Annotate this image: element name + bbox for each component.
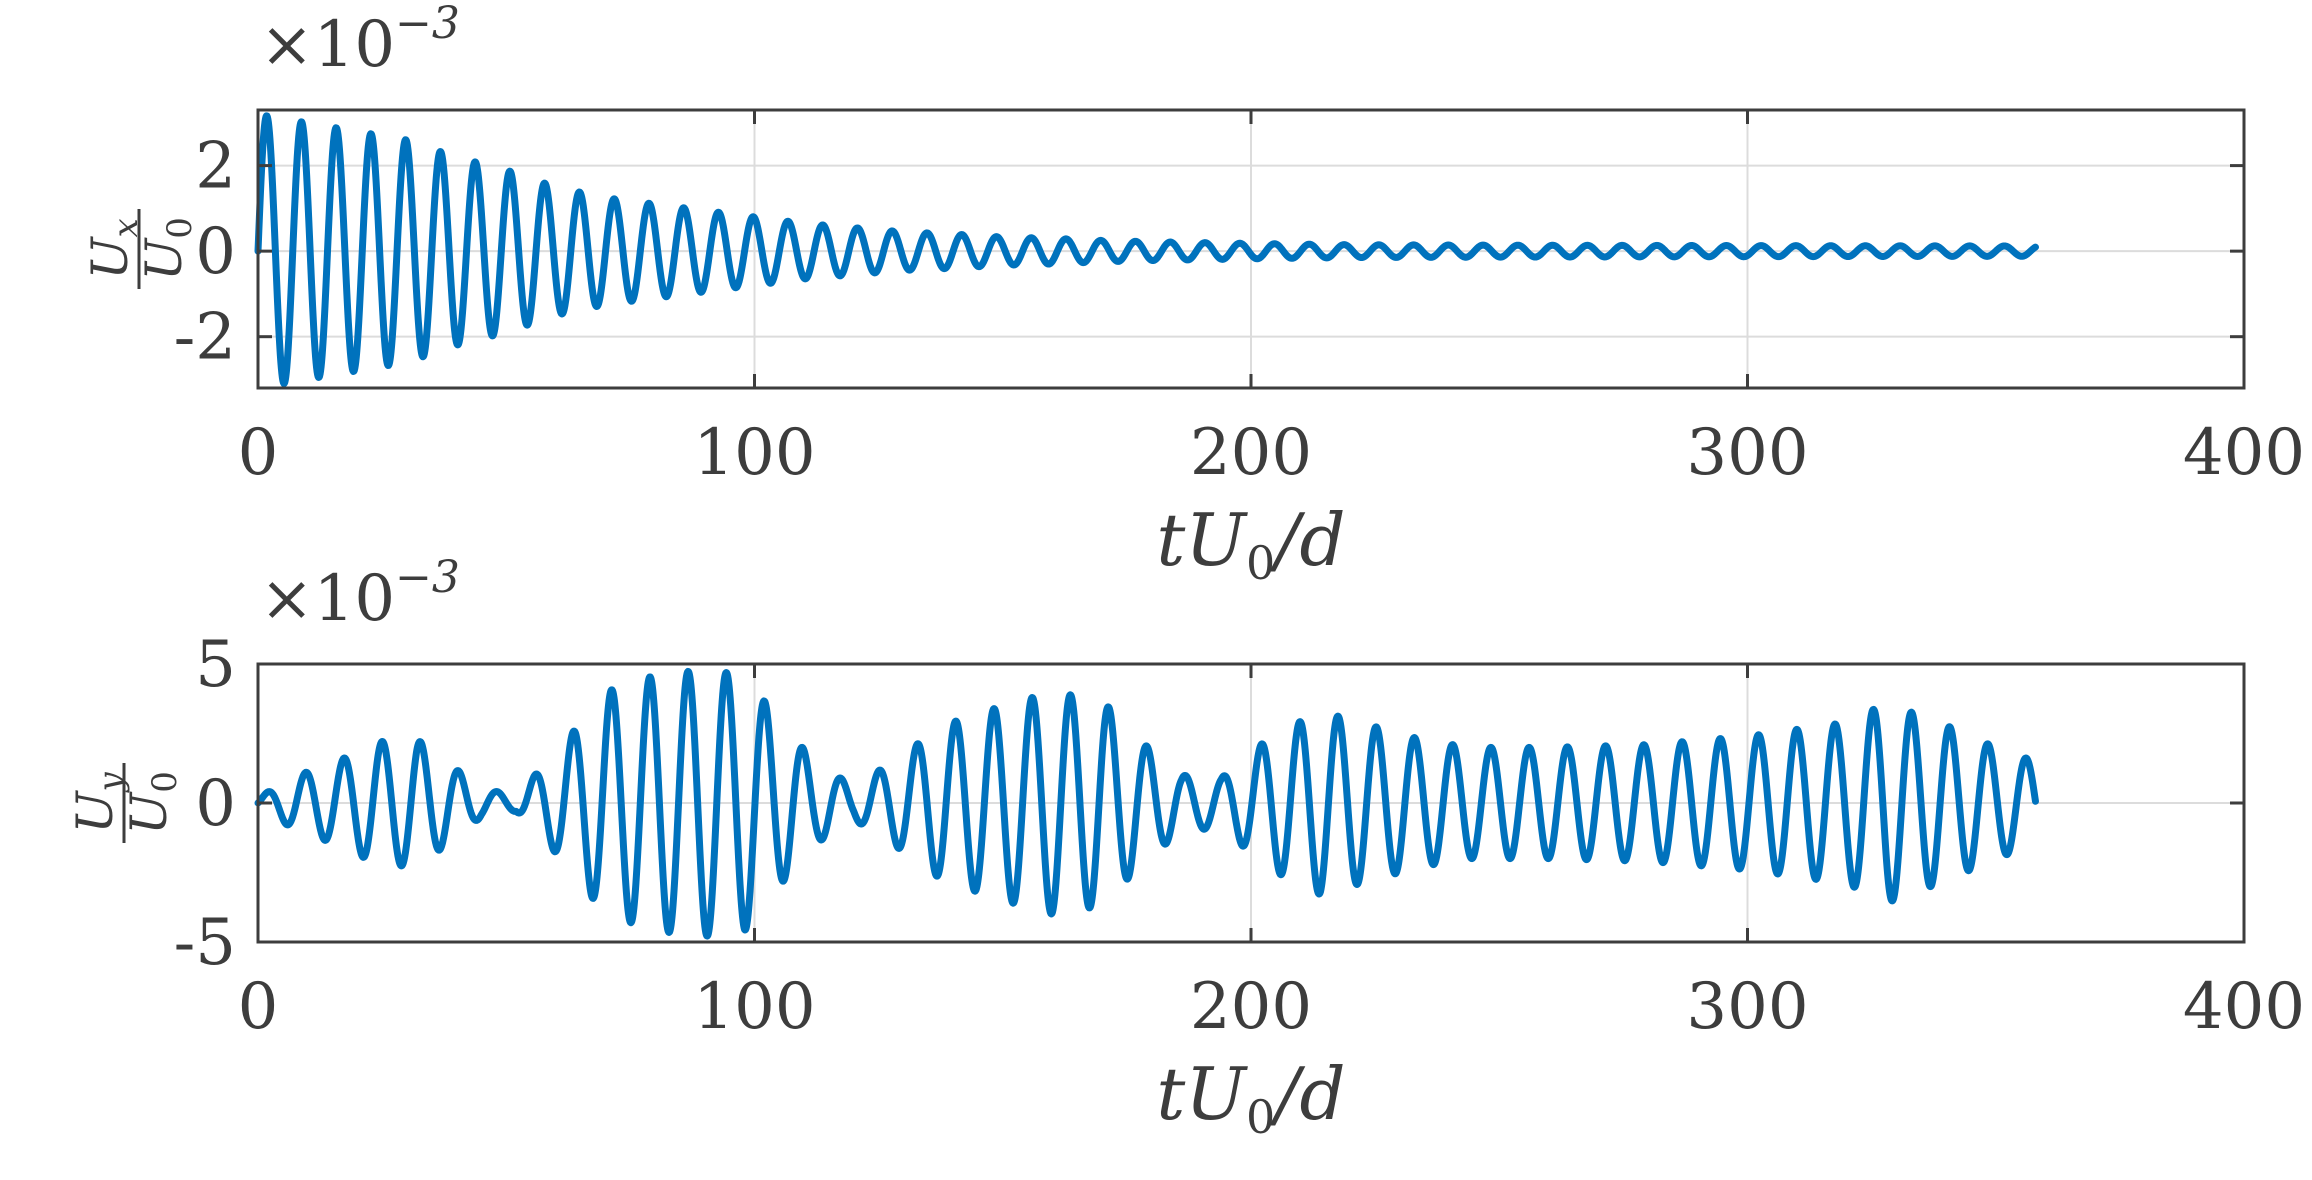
svg-text:U0: U0	[135, 217, 200, 281]
ux-y-ticks: -2 0 2	[174, 130, 2244, 375]
uy-series-line	[254, 667, 2039, 940]
ux-x-axis-label: tU0/d	[1156, 498, 1345, 590]
ux-x-tick-label: 200	[1190, 416, 1312, 490]
uy-x-ticks: 0 100 200 300 400	[238, 664, 2305, 1044]
ux-x-tick-label: 300	[1686, 416, 1808, 490]
uy-x-tick-label: 300	[1686, 970, 1808, 1044]
uy-panel: 0 100 200 300 400 -505 ×10−3 tU0/d Uy U0	[66, 552, 2305, 1144]
ux-panel: 0 100 200 300 400 -202 ×10−3 tU0/d Ux U0	[81, 0, 2305, 590]
ux-x-tick-label: 100	[693, 416, 815, 490]
ux-exponent-label: ×10−3	[260, 0, 460, 82]
ux-y-tick-label: -2	[174, 301, 236, 375]
uy-y-tick-label: 0	[195, 767, 236, 841]
uy-x-tick-label: 0	[238, 970, 279, 1044]
ux-y-tick-label: 2	[195, 130, 236, 204]
svg-text:Uy: Uy	[66, 772, 131, 834]
uy-x-tick-label: 100	[693, 970, 815, 1044]
uy-y-axis-label: Uy U0	[66, 763, 185, 843]
ux-x-tick-label: 400	[2183, 416, 2305, 490]
uy-exponent-label: ×10−3	[260, 552, 460, 636]
uy-y-ticks: -5 0 5	[174, 628, 2244, 980]
ux-x-ticks: 0 100 200 300 400	[238, 110, 2305, 490]
uy-x-tick-label: 400	[2183, 970, 2305, 1044]
svg-text:Ux: Ux	[81, 218, 146, 279]
uy-y-tick-label: 5	[195, 628, 236, 702]
ux-y-axis-label: Ux U0	[81, 209, 200, 289]
svg-text:U0: U0	[120, 771, 185, 835]
ux-series-line	[254, 112, 2039, 387]
uy-x-axis-label: tU0/d	[1156, 1052, 1345, 1144]
ux-y-tick-label: 0	[195, 215, 236, 289]
ux-x-tick-label: 0	[238, 416, 279, 490]
uy-y-tick-label: -5	[174, 906, 236, 980]
uy-x-tick-label: 200	[1190, 970, 1312, 1044]
